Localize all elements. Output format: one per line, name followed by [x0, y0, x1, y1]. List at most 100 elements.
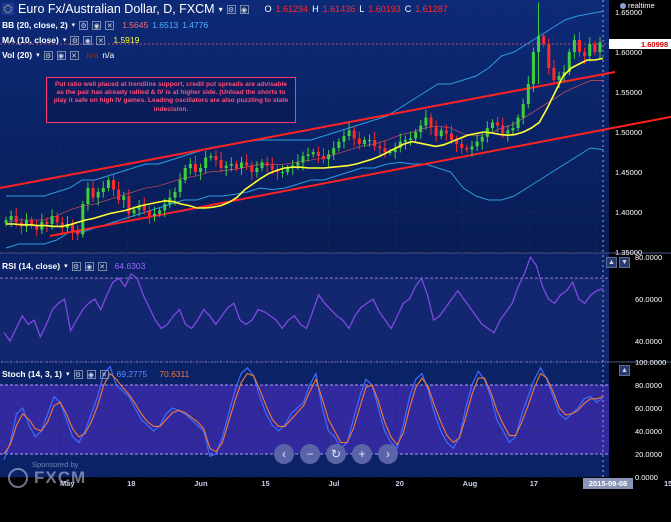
time-tick-label: 20 — [396, 479, 404, 488]
reset-zoom-button[interactable]: ↻ — [326, 444, 346, 464]
candle-body — [321, 156, 325, 160]
current-date-label: 2015-09-08 — [589, 479, 627, 488]
time-tick-label: Jun — [194, 479, 208, 488]
rsi-label[interactable]: RSI (14, close) — [2, 261, 61, 271]
candle-body — [419, 125, 423, 132]
scroll-right-button[interactable]: › — [378, 444, 398, 464]
vol-settings-icon[interactable]: ⚙ — [43, 50, 53, 60]
candle-body — [193, 164, 197, 172]
vol-close-icon[interactable]: ✕ — [69, 50, 79, 60]
visibility-icon[interactable]: ◉ — [239, 4, 249, 14]
annotation-text: Put ratio well placed at trendline suppo… — [53, 81, 289, 113]
trendlines[interactable] — [0, 71, 671, 237]
time-tick-label: 15 — [664, 479, 671, 488]
close-value: 1.61287 — [415, 4, 448, 14]
candle-body — [480, 136, 484, 142]
candle-body — [137, 205, 141, 210]
candle-body — [567, 52, 571, 72]
stoch-move-up-icon[interactable]: ▲ — [619, 365, 630, 376]
zoom-out-button[interactable]: − — [300, 444, 320, 464]
bb-lower-value: 1.4776 — [182, 20, 209, 30]
stoch-settings-icon[interactable]: ⚙ — [73, 369, 83, 379]
candle-body — [557, 76, 561, 80]
candle-body — [352, 130, 356, 139]
rsi-move-up-icon[interactable]: ▲ — [606, 257, 617, 268]
fxcm-logo-icon — [8, 468, 28, 488]
candle-body — [439, 130, 443, 136]
symbol-title[interactable]: Euro Fx/Australian Dollar, D, FXCM — [18, 2, 215, 16]
chart-navigation: ‹ − ↻ + › — [274, 444, 398, 464]
symbol-dropdown-icon[interactable]: ▾ — [218, 4, 223, 14]
vol-legend: Vol (20) ▾ ⚙ ◉ ✕ n/a n/a — [2, 48, 114, 62]
time-tick-label: 15 — [261, 479, 269, 488]
candle-body — [450, 133, 453, 140]
stoch-label[interactable]: Stoch (14, 3, 1) — [2, 369, 62, 379]
candle-body — [311, 152, 315, 155]
stoch-close-icon[interactable]: ✕ — [99, 369, 109, 379]
bb-label[interactable]: BB (20, close, 2) — [2, 20, 68, 30]
candle-body — [4, 220, 8, 224]
rsi-move-down-icon[interactable]: ▼ — [619, 257, 630, 268]
stoch-tick-label: 80.0000 — [635, 381, 662, 390]
candle-body — [147, 210, 151, 216]
bb-legend: BB (20, close, 2) ▾ ⚙ ◉ ✕ 1.5645 1.6513 … — [2, 18, 208, 32]
candle-body — [511, 128, 515, 131]
candle-body — [142, 205, 146, 211]
candle-body — [434, 127, 438, 136]
bb-dropdown-icon[interactable]: ▾ — [71, 22, 76, 29]
scroll-left-button[interactable]: ‹ — [274, 444, 294, 464]
rsi-settings-icon[interactable]: ⚙ — [71, 261, 81, 271]
high-label: H — [312, 4, 319, 14]
settings-icon[interactable]: ⚙ — [226, 4, 236, 14]
candle-body — [50, 216, 54, 224]
stoch-dropdown-icon[interactable]: ▾ — [66, 371, 70, 378]
time-tick-label: May — [60, 479, 75, 488]
candle-body — [475, 141, 479, 147]
price-tick-label: 1.65000 — [615, 8, 642, 17]
sponsor-watermark: Sponsored by FXCM — [4, 460, 104, 492]
candle-body — [86, 188, 90, 204]
stoch-k-line — [3, 365, 604, 461]
fxcm-logo-text: FXCM — [34, 468, 87, 487]
bb-close-icon[interactable]: ✕ — [105, 20, 115, 30]
stoch-visibility-icon[interactable]: ◉ — [86, 369, 96, 379]
rsi-dropdown-icon[interactable]: ▾ — [64, 263, 68, 270]
ma-close-icon[interactable]: ✕ — [96, 35, 106, 45]
zoom-in-button[interactable]: + — [352, 444, 372, 464]
candle-body — [388, 152, 392, 153]
bb-settings-icon[interactable]: ⚙ — [79, 20, 89, 30]
candle-body — [531, 52, 535, 84]
candle-body — [347, 130, 351, 136]
candle-body — [578, 40, 582, 52]
bb-upper-line — [6, 10, 604, 197]
candle-body — [60, 222, 64, 228]
candle-body — [383, 148, 387, 152]
candle-body — [96, 192, 100, 198]
candle-body — [24, 220, 28, 227]
candle-body — [9, 216, 13, 220]
bb-visibility-icon[interactable]: ◉ — [92, 20, 102, 30]
flag-icon — [2, 3, 14, 15]
stoch-legend: Stoch (14, 3, 1) ▾ ⚙ ◉ ✕ 69.2775 70.6311 — [2, 367, 189, 381]
ma-line — [6, 57, 604, 228]
vol-dropdown-icon[interactable]: ▾ — [36, 52, 40, 59]
candle-body — [14, 216, 18, 223]
ma-label[interactable]: MA (10, close) — [2, 35, 59, 45]
ma-dropdown-icon[interactable]: ▾ — [62, 37, 67, 44]
candle-body — [153, 213, 156, 216]
vol-value-1: n/a — [86, 50, 99, 60]
vol-visibility-icon[interactable]: ◉ — [56, 50, 66, 60]
ma-visibility-icon[interactable]: ◉ — [83, 35, 93, 45]
candle-body — [209, 156, 213, 158]
candle-body — [368, 140, 372, 141]
candle-body — [45, 221, 49, 224]
annotation-box[interactable]: Put ratio well placed at trendline suppo… — [46, 77, 296, 123]
candle-body — [91, 188, 95, 198]
rsi-visibility-icon[interactable]: ◉ — [84, 261, 94, 271]
rsi-close-icon[interactable]: ✕ — [97, 261, 107, 271]
ma-settings-icon[interactable]: ⚙ — [70, 35, 80, 45]
vol-label[interactable]: Vol (20) — [2, 50, 33, 60]
price-tick-label: 1.45000 — [615, 168, 642, 177]
